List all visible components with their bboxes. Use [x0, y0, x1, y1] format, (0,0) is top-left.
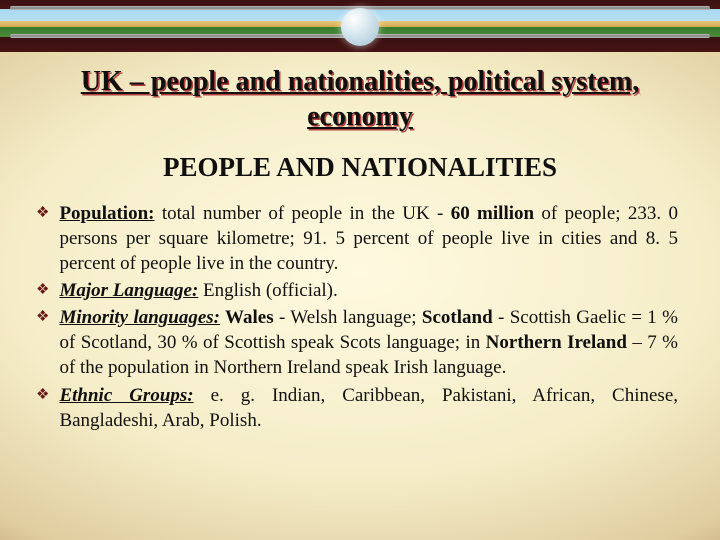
- header-banner: [0, 0, 720, 60]
- list-item: ❖ Ethnic Groups: e. g. Indian, Caribbean…: [36, 383, 678, 433]
- bullet-text-ethnic-groups: Ethnic Groups: e. g. Indian, Caribbean, …: [59, 383, 678, 433]
- slide-content: UK – people and nationalities, political…: [0, 52, 720, 540]
- diamond-bullet-icon: ❖: [36, 386, 49, 406]
- bullet-text-population: Population: total number of people in th…: [59, 201, 678, 276]
- list-item: ❖ Population: total number of people in …: [36, 201, 678, 276]
- list-item: ❖ Major Language: English (official).: [36, 278, 678, 303]
- slide-title: UK – people and nationalities, political…: [30, 64, 690, 134]
- bullet-text-major-language: Major Language: English (official).: [59, 278, 678, 303]
- diamond-bullet-icon: ❖: [36, 204, 49, 224]
- diamond-bullet-icon: ❖: [36, 308, 49, 328]
- globe-icon: [341, 8, 379, 46]
- list-item: ❖ Minority languages: Wales - Welsh lang…: [36, 305, 678, 380]
- bullet-list: ❖ Population: total number of people in …: [30, 201, 690, 433]
- diamond-bullet-icon: ❖: [36, 281, 49, 301]
- section-heading: PEOPLE AND NATIONALITIES: [30, 152, 690, 183]
- bullet-text-minority-languages: Minority languages: Wales - Welsh langua…: [59, 305, 678, 380]
